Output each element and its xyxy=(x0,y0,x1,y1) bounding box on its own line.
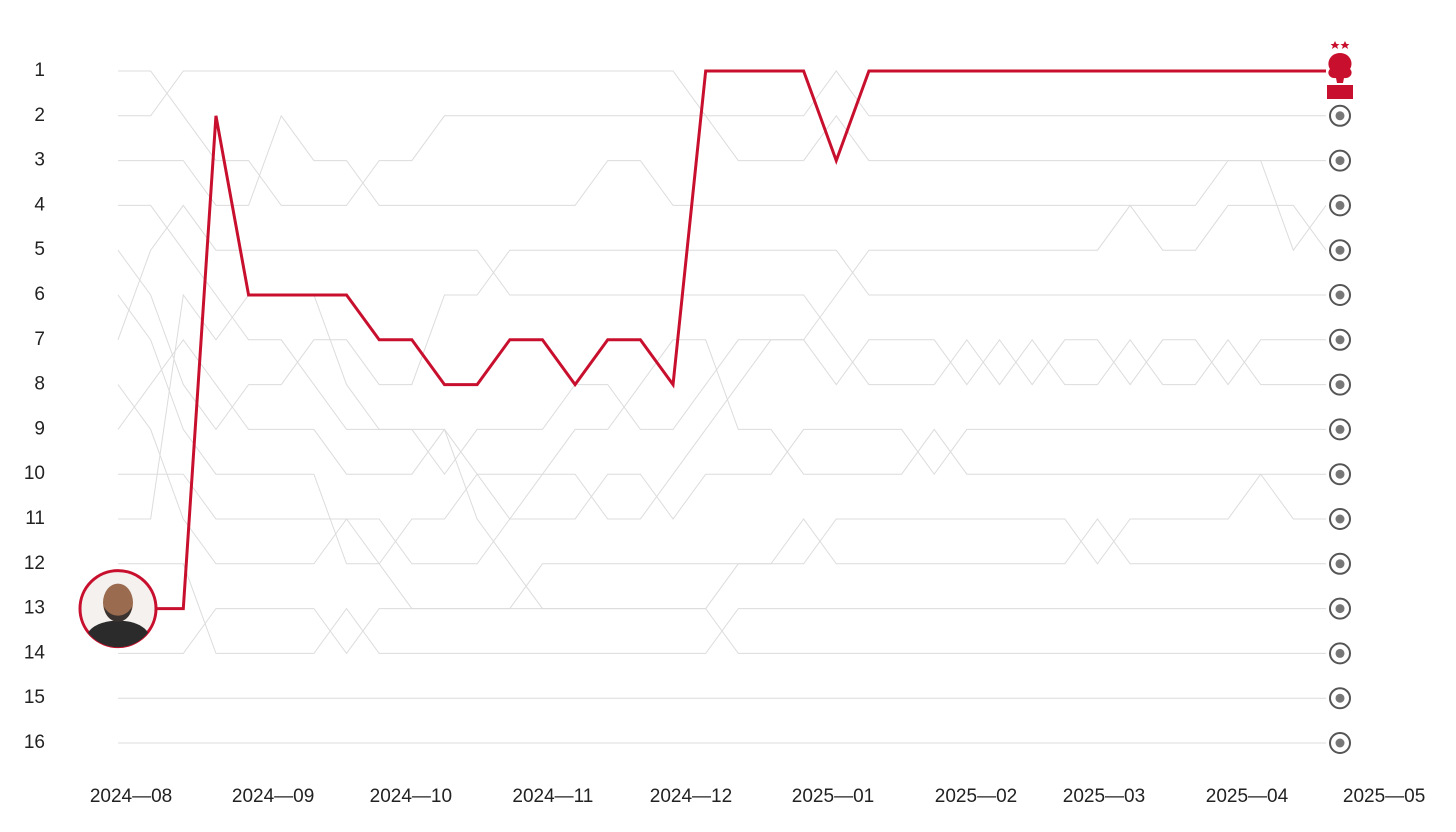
x-tick-label: 2024—09 xyxy=(232,786,314,807)
x-tick-label: 2025—03 xyxy=(1063,786,1145,807)
rank-line xyxy=(118,114,1327,252)
x-tick-label: 2024—08 xyxy=(90,786,172,807)
y-tick-label: 16 xyxy=(24,732,45,753)
y-tick-label: 1 xyxy=(34,60,45,81)
rank-line xyxy=(117,204,1326,386)
y-tick-label: 12 xyxy=(24,553,45,574)
x-tick-label: 2025—01 xyxy=(792,786,874,807)
x-tick-label: 2024—11 xyxy=(512,786,593,807)
club-crest-inner xyxy=(1335,738,1345,748)
club-crest-inner xyxy=(1335,335,1345,345)
club-crest-inner xyxy=(1335,559,1345,569)
x-tick-label: 2024—12 xyxy=(650,786,732,807)
club-crest xyxy=(1327,41,1353,99)
club-crest-inner xyxy=(1335,111,1345,121)
rank-line xyxy=(118,204,1327,476)
photo-head xyxy=(103,583,133,622)
club-crest-inner xyxy=(1335,200,1345,210)
crest-stars xyxy=(1330,41,1350,49)
club-crest-inner xyxy=(1335,424,1345,434)
rank-line xyxy=(117,294,1326,565)
x-tick-label: 2025—05 xyxy=(1343,786,1425,807)
plot-lines xyxy=(117,69,1327,744)
y-tick-label: 11 xyxy=(25,508,45,529)
y-tick-label: 5 xyxy=(34,239,45,260)
club-crest-inner xyxy=(1335,648,1345,658)
rank-line xyxy=(117,338,1326,520)
x-tick-label: 2024—10 xyxy=(370,786,452,807)
manager-photo xyxy=(78,569,158,649)
rank-line xyxy=(117,249,1326,431)
photo-beard xyxy=(104,606,132,622)
club-crest-inner xyxy=(1335,604,1345,614)
y-tick-label: 14 xyxy=(24,642,46,663)
rank-line xyxy=(118,293,1326,610)
highlight-line xyxy=(118,69,1326,611)
photo-body xyxy=(88,620,148,648)
y-tick-label: 2 xyxy=(34,105,45,126)
y-tick-label: 8 xyxy=(34,374,45,395)
rank-line xyxy=(118,473,1326,610)
club-crest-inner xyxy=(1335,156,1345,166)
club-crest-inner xyxy=(1335,290,1345,300)
club-crest-inner xyxy=(1335,693,1345,703)
y-tick-label: 15 xyxy=(24,687,45,708)
y-tick-label: 9 xyxy=(34,418,45,439)
rank-line xyxy=(118,608,1326,655)
y-tick-label: 10 xyxy=(24,463,45,484)
y-tick-label: 7 xyxy=(34,329,45,350)
club-crest-inner xyxy=(1335,469,1345,479)
y-tick-label: 4 xyxy=(34,194,45,215)
crest-tree xyxy=(1328,53,1352,83)
rank-line xyxy=(117,384,1326,565)
club-crest-inner xyxy=(1335,245,1345,255)
crest-text xyxy=(1327,85,1353,99)
club-crest-inner xyxy=(1335,380,1345,390)
rank-line xyxy=(118,70,1326,206)
rank-line xyxy=(118,70,1326,162)
y-tick-label: 3 xyxy=(34,150,45,171)
club-crest-inner xyxy=(1335,514,1345,524)
y-tick-label: 13 xyxy=(24,598,45,619)
x-tick-label: 2025—04 xyxy=(1206,786,1289,807)
x-tick-label: 2025—02 xyxy=(935,786,1017,807)
y-tick-label: 6 xyxy=(34,284,45,305)
